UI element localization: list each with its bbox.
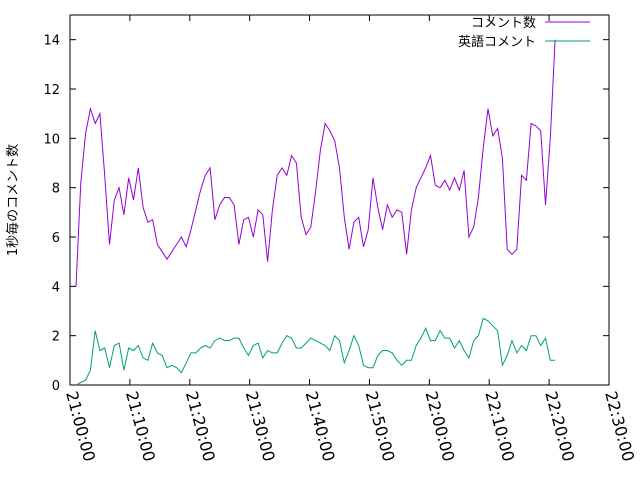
- x-tick-label: 21:00:00: [62, 389, 99, 463]
- y-tick-label: 14: [43, 34, 60, 49]
- y-tick-label: 6: [52, 231, 60, 246]
- x-tick-label: 21:10:00: [122, 389, 159, 463]
- plot-border: [69, 14, 610, 386]
- y-tick-label: 12: [43, 83, 60, 98]
- x-tick-label: 21:50:00: [362, 389, 399, 463]
- legend-label: コメント数: [471, 16, 536, 31]
- y-tick-label: 4: [52, 280, 60, 295]
- x-tick-label: 22:10:00: [481, 389, 518, 463]
- x-tick-label: 21:20:00: [182, 389, 219, 463]
- y-tick-label: 2: [52, 330, 60, 345]
- x-tick-label: 22:30:00: [601, 389, 638, 463]
- y-tick-label: 0: [52, 379, 60, 394]
- x-tick-label: 22:20:00: [541, 389, 578, 463]
- series-line: [75, 39, 556, 287]
- series-line: [75, 317, 556, 386]
- x-tick-label: 22:00:00: [421, 389, 458, 463]
- x-tick-label: 21:40:00: [302, 389, 339, 463]
- y-tick-label: 10: [43, 132, 60, 147]
- y-tick-label: 8: [52, 182, 60, 197]
- x-tick-label: 21:30:00: [242, 389, 279, 463]
- legend-label: 英語コメント: [458, 34, 536, 50]
- y-axis-label: 1秒毎のコメント数: [5, 144, 21, 256]
